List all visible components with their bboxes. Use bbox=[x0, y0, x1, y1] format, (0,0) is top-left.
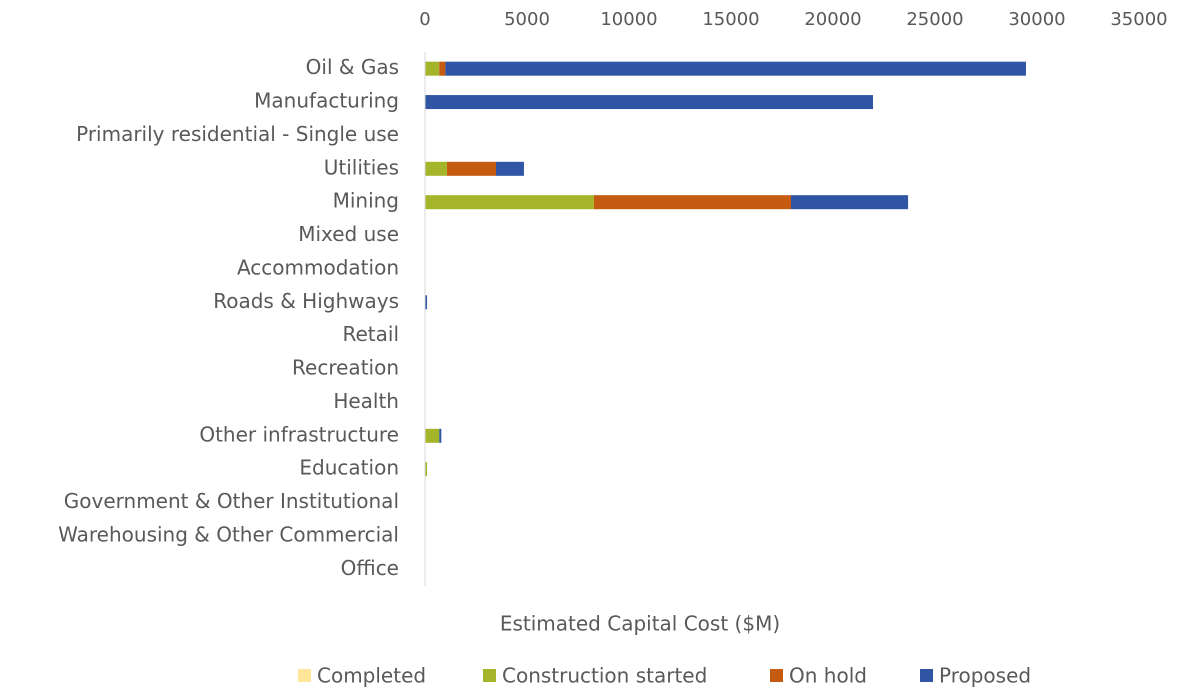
y-tick-label: Primarily residential - Single use bbox=[76, 122, 399, 146]
bar-segment bbox=[439, 61, 446, 76]
x-tick-label: 15000 bbox=[702, 9, 759, 30]
bar-segment bbox=[447, 161, 496, 176]
legend-swatch bbox=[483, 669, 496, 682]
bar-segment bbox=[425, 462, 428, 477]
bar-segment bbox=[425, 428, 440, 443]
y-tick-label: Oil & Gas bbox=[306, 55, 399, 79]
bar-segment bbox=[425, 295, 428, 310]
x-tick-label: 20000 bbox=[804, 9, 861, 30]
y-tick-label: Education bbox=[299, 456, 399, 480]
bar-segment bbox=[790, 195, 909, 210]
y-tick-label: Mining bbox=[333, 189, 399, 213]
x-tick-label: 0 bbox=[419, 9, 430, 30]
y-tick-label: Utilities bbox=[324, 155, 399, 179]
y-tick-label: Manufacturing bbox=[254, 89, 399, 113]
y-tick-label: Accommodation bbox=[237, 255, 399, 279]
legend-label: Construction started bbox=[502, 664, 707, 688]
x-tick-label: 30000 bbox=[1008, 9, 1065, 30]
y-tick-label: Warehousing & Other Commercial bbox=[58, 522, 399, 546]
legend-swatch bbox=[920, 669, 933, 682]
bar-segment bbox=[425, 95, 873, 110]
y-tick-label: Government & Other Institutional bbox=[64, 489, 399, 513]
x-tick-label: 25000 bbox=[906, 9, 963, 30]
bar-segment bbox=[495, 161, 524, 176]
y-tick-label: Retail bbox=[342, 322, 399, 346]
legend-label: Completed bbox=[317, 664, 426, 688]
bar-segment bbox=[425, 195, 594, 210]
bar-segment bbox=[593, 195, 791, 210]
legend-swatch bbox=[298, 669, 311, 682]
bar-segment bbox=[425, 161, 448, 176]
legend-swatch bbox=[770, 669, 783, 682]
y-tick-label: Health bbox=[333, 389, 399, 413]
x-axis-title: Estimated Capital Cost ($M) bbox=[500, 612, 780, 636]
bar-segment bbox=[445, 61, 1026, 76]
y-tick-label: Other infrastructure bbox=[199, 422, 399, 446]
x-tick-label: 5000 bbox=[504, 9, 550, 30]
x-tick-label: 10000 bbox=[600, 9, 657, 30]
legend-label: Proposed bbox=[939, 664, 1031, 688]
y-tick-label: Recreation bbox=[292, 356, 399, 380]
bar-segment bbox=[425, 61, 440, 76]
y-tick-label: Roads & Highways bbox=[213, 289, 399, 313]
y-tick-label: Office bbox=[341, 556, 399, 580]
x-tick-label: 35000 bbox=[1110, 9, 1167, 30]
bar-segment bbox=[439, 428, 442, 443]
legend-label: On hold bbox=[789, 664, 867, 688]
y-tick-label: Mixed use bbox=[298, 222, 399, 246]
